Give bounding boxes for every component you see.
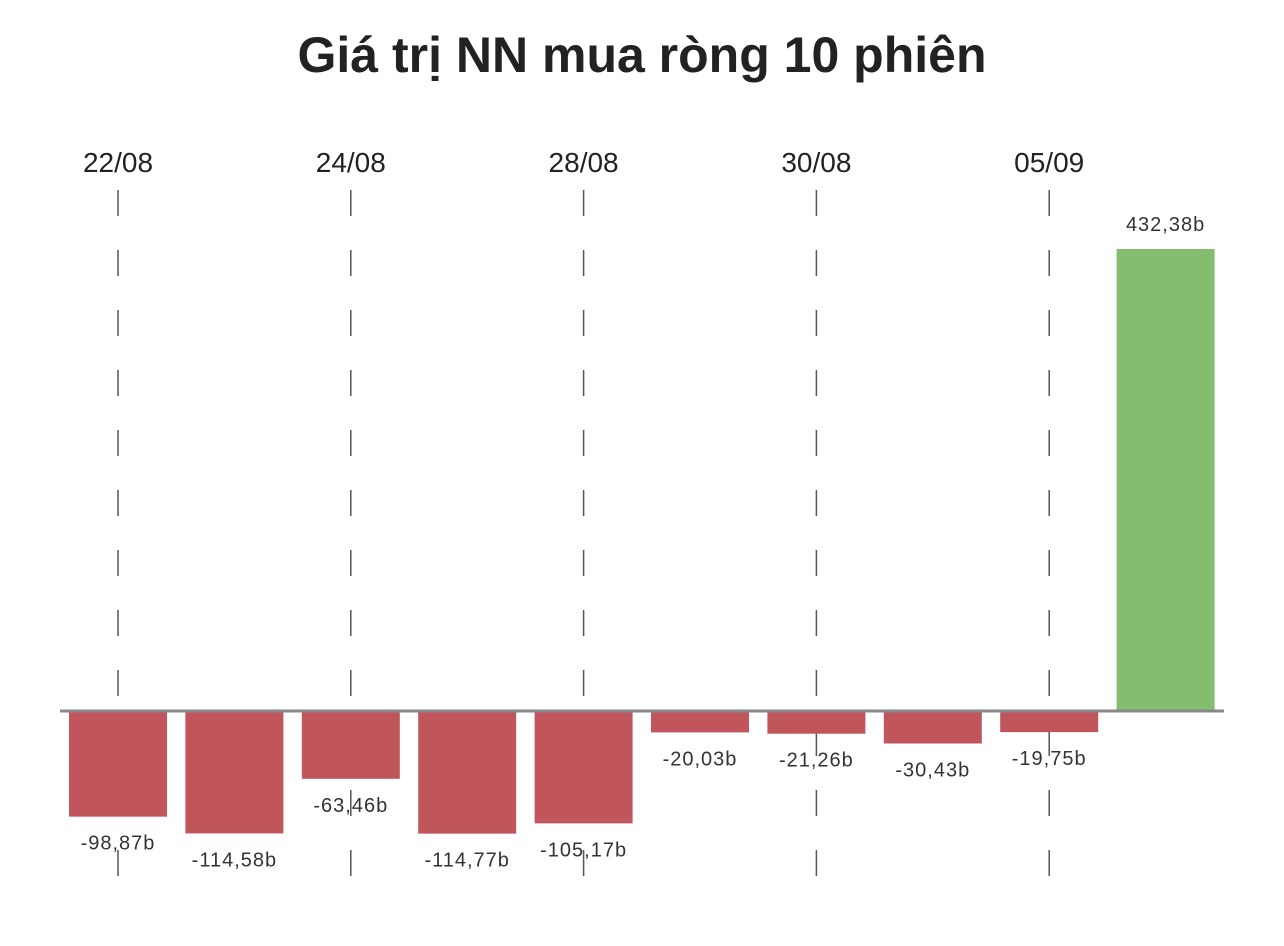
data-label: 432,38b (1126, 214, 1205, 236)
x-tick-label: 22/08 (83, 147, 153, 178)
data-label: -63,46b (313, 795, 388, 817)
bar (534, 711, 633, 824)
bar (883, 711, 982, 744)
bar (767, 711, 866, 734)
bar (1000, 711, 1099, 733)
bar (651, 711, 749, 733)
bar (418, 711, 517, 834)
bar (69, 711, 167, 817)
data-label: -30,43b (895, 760, 970, 782)
data-label: -19,75b (1012, 748, 1087, 770)
data-label: -114,77b (424, 850, 509, 872)
data-label: -105,17b (540, 839, 627, 861)
data-label: -114,58b (192, 849, 277, 871)
data-label: -20,03b (663, 748, 738, 770)
x-tick-label: 24/08 (316, 147, 386, 178)
x-tick-label: 30/08 (781, 147, 851, 178)
bar (185, 711, 284, 834)
bar (1116, 249, 1215, 711)
x-tick-label: 28/08 (549, 147, 619, 178)
bar (301, 711, 400, 779)
data-label: -98,87b (81, 833, 156, 855)
data-label: -21,26b (779, 750, 854, 772)
chart-title: Giá trị NN mua ròng 10 phiên (297, 27, 987, 83)
x-tick-label: 05/09 (1014, 147, 1084, 178)
